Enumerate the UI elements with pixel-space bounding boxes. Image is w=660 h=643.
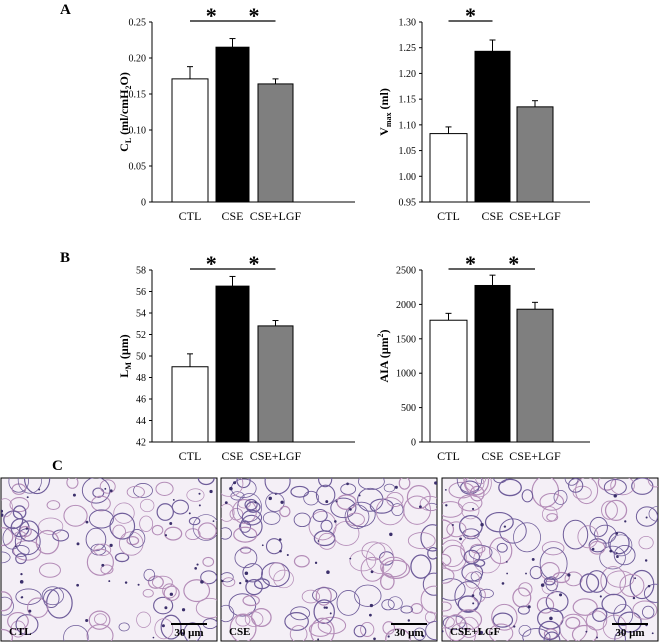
y-tick-label: 1.15 xyxy=(399,95,417,106)
category-label: CSE+LGF xyxy=(509,449,561,463)
y-tick-label: 56 xyxy=(136,287,146,298)
significance-star: * xyxy=(206,251,217,276)
y-tick-label: 1.30 xyxy=(399,18,417,29)
significance-star: * xyxy=(465,3,476,28)
y-tick-label: 48 xyxy=(136,373,146,384)
significance-star: * xyxy=(249,3,260,28)
y-tick-label: 2500 xyxy=(396,266,416,277)
panel-letter-c: C xyxy=(52,458,63,474)
bar-cse xyxy=(215,46,250,203)
micrograph-label: CSE+LGF xyxy=(450,626,501,638)
scale-bar-label: 30 μm xyxy=(174,627,203,639)
tissue-texture xyxy=(1,478,217,641)
bar-chart-4: 0 500 1000 1500 2000 2500 AIA (μm2) CTL CSE CSE+L… xyxy=(376,251,590,463)
category-label: CTL xyxy=(179,209,202,223)
scale-bar-label: 30 μm xyxy=(615,627,644,639)
y-tick-label: 46 xyxy=(136,395,146,406)
bar-cse xyxy=(474,284,511,443)
category-label: CSE+LGF xyxy=(250,209,302,223)
bar-cse xyxy=(474,50,511,203)
y-axis-label: LM (μm) xyxy=(117,334,133,377)
category-label: CSE xyxy=(221,209,243,223)
category-label: CSE xyxy=(481,209,503,223)
y-tick-label: 1.10 xyxy=(399,120,417,131)
y-tick-label: 44 xyxy=(136,416,146,427)
micrograph-frame xyxy=(0,477,218,642)
category-label: CTL xyxy=(437,209,460,223)
bar-chart-1: 0 0.05 0.10 0.15 0.20 0.25 CL (ml/cmH2O) CTL CSE… xyxy=(117,3,355,223)
y-tick-label: 52 xyxy=(136,330,146,341)
category-label: CSE+LGF xyxy=(509,209,561,223)
y-tick-label: 2000 xyxy=(396,300,416,311)
micrograph-label: CSE xyxy=(229,626,250,638)
y-tick-label: 0.15 xyxy=(129,90,147,101)
y-axis-label: AIA (μm2) xyxy=(376,329,391,382)
micrograph-1: CTL 30 μm xyxy=(0,477,218,642)
bar-chart-3: 42 44 46 48 50 52 54 56 58 LM (μm) CTL CSE CSE+LGF * * xyxy=(117,251,355,463)
y-tick-label: 1.00 xyxy=(399,172,417,183)
y-tick-label: 54 xyxy=(136,309,146,320)
y-tick-label: 1.05 xyxy=(399,146,417,157)
category-label: CSE xyxy=(221,449,243,463)
tissue-texture xyxy=(221,478,437,641)
y-tick-label: 1000 xyxy=(396,369,416,380)
y-tick-label: 500 xyxy=(401,403,416,414)
y-axis-label: Vmax (ml) xyxy=(377,88,393,136)
category-label: CTL xyxy=(437,449,460,463)
y-tick-label: 58 xyxy=(136,266,146,277)
category-label: CTL xyxy=(179,449,202,463)
bar-ctl xyxy=(429,319,468,443)
significance-star: * xyxy=(206,3,217,28)
significance-star: * xyxy=(465,251,476,276)
y-tick-label: 0.25 xyxy=(129,18,147,29)
tissue-texture xyxy=(442,478,658,641)
y-tick-label: 0.20 xyxy=(129,54,147,65)
significance-star: * xyxy=(249,251,260,276)
y-tick-label: 0 xyxy=(141,198,146,209)
y-tick-label: 0.10 xyxy=(129,126,147,137)
bar-ctl xyxy=(429,133,468,203)
y-tick-label: 0.95 xyxy=(399,198,417,209)
panel-letter-b: B xyxy=(60,250,70,266)
micrograph-3: CSE+LGF 30 μm xyxy=(441,477,659,642)
bar-cse-lgf xyxy=(516,106,554,203)
category-label: CSE+LGF xyxy=(250,449,302,463)
y-tick-label: 1.25 xyxy=(399,43,417,54)
y-tick-label: 0 xyxy=(411,438,416,449)
bar-cse-lgf xyxy=(257,83,294,203)
bar-cse xyxy=(215,285,250,443)
y-tick-label: 50 xyxy=(136,352,146,363)
bar-ctl xyxy=(171,366,209,443)
micrograph-2: CSE 30 μm xyxy=(220,477,438,642)
y-tick-label: 1.20 xyxy=(399,69,417,80)
y-axis-label: CL (ml/cmH2O) xyxy=(117,72,133,152)
y-tick-label: 42 xyxy=(136,438,146,449)
micrographs: CTL 30 μm CSE 30 μm CSE+LGF 30 μm xyxy=(0,477,659,642)
y-tick-label: 0.05 xyxy=(129,162,147,173)
bar-cse-lgf xyxy=(257,325,294,443)
panel-letter-a: A xyxy=(60,2,71,18)
bar-ctl xyxy=(171,78,209,203)
y-tick-label: 1500 xyxy=(396,334,416,345)
scale-bar-label: 30 μm xyxy=(394,627,423,639)
significance-star: * xyxy=(508,251,519,276)
charts: 0 0.05 0.10 0.15 0.20 0.25 CL (ml/cmH2O) CTL CSE… xyxy=(117,3,590,463)
micrograph-label: CTL xyxy=(9,626,32,638)
bar-cse-lgf xyxy=(516,308,554,443)
bar-chart-2: 0.95 1.00 1.05 1.10 1.15 1.20 1.25 1.30 Vmax (ml… xyxy=(377,3,590,223)
category-label: CSE xyxy=(481,449,503,463)
